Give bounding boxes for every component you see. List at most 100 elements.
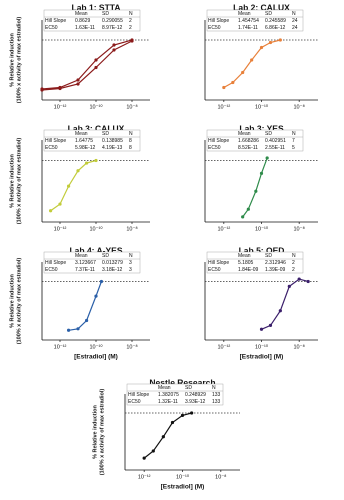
table-cell: Hill Slope xyxy=(128,392,149,398)
table-header: N xyxy=(129,253,133,259)
table-cell: 2 xyxy=(129,25,132,31)
table-cell: Hill Slope xyxy=(45,260,66,266)
table-cell: 1.63E-11 xyxy=(75,25,95,31)
data-point xyxy=(84,318,89,323)
table-header: N xyxy=(292,131,296,137)
x-tick-label: 10⁻¹² xyxy=(138,474,151,480)
table-header: Mean xyxy=(238,131,251,137)
table-cell: 7 xyxy=(292,138,295,144)
data-point xyxy=(48,209,53,213)
table-header: N xyxy=(212,385,216,391)
data-point xyxy=(66,328,71,332)
data-point xyxy=(66,184,71,188)
panel-title: Lab 4: A-YES xyxy=(69,245,122,255)
table-header: SD xyxy=(265,11,272,17)
table-cell: 24 xyxy=(292,18,298,24)
data-point xyxy=(259,327,264,331)
table-cell: 2 xyxy=(129,18,132,24)
curve xyxy=(242,157,268,218)
table-cell: 1.39E-09 xyxy=(265,267,286,273)
panel-title: Lab 3: YES xyxy=(239,123,284,133)
table-cell: 6.86E-12 xyxy=(265,25,286,31)
data-point xyxy=(222,85,226,90)
data-point xyxy=(259,171,264,175)
data-point xyxy=(112,43,116,47)
table-cell: 7.37E-11 xyxy=(75,267,95,273)
table-cell: 1.84E-09 xyxy=(238,267,259,273)
panel-title: Lab 5: OED xyxy=(239,245,285,255)
table-cell: 2 xyxy=(292,267,295,273)
table-cell: 5.98E-12 xyxy=(75,145,96,151)
table-cell: 4.19E-13 xyxy=(102,145,123,151)
x-tick-label: 10⁻¹⁰ xyxy=(255,343,269,350)
data-point xyxy=(151,449,155,453)
data-point xyxy=(170,420,175,425)
y-axis-label: % Relative induction xyxy=(9,273,15,327)
table-cell: Hill Slope xyxy=(208,18,229,24)
table-header: N xyxy=(292,11,296,17)
data-point xyxy=(278,38,282,42)
x-tick-label: 10⁻¹² xyxy=(54,344,67,350)
table-header: N xyxy=(292,253,296,259)
data-point xyxy=(142,456,146,460)
table-cell: 3.18E-12 xyxy=(102,267,123,273)
curve xyxy=(143,412,192,459)
y-axis-label: % Relative induction xyxy=(9,153,15,207)
y-axis-label: % Relative induction xyxy=(92,404,98,458)
curve xyxy=(223,39,281,89)
x-tick-label: 10⁻¹⁰ xyxy=(89,225,103,232)
table-cell: Hill Slope xyxy=(45,138,66,144)
data-point xyxy=(278,309,282,313)
x-tick-label: 10⁻¹⁰ xyxy=(255,103,269,110)
data-point xyxy=(94,58,98,62)
x-tick-label: 10⁻⁸ xyxy=(293,343,304,350)
table-cell: 0.138985 xyxy=(102,138,123,144)
x-axis-label: [Estradiol] (M) xyxy=(74,354,118,361)
data-point xyxy=(306,279,310,284)
data-point xyxy=(231,80,235,85)
table-cell: 8.97E-12 xyxy=(102,25,123,31)
data-point xyxy=(40,88,44,92)
table-cell: 0.402951 xyxy=(265,138,286,144)
table-cell: Hill Slope xyxy=(45,18,66,24)
data-point xyxy=(112,48,116,52)
table-cell: EC50 xyxy=(45,145,58,151)
x-tick-label: 10⁻⁸ xyxy=(126,103,137,110)
data-point xyxy=(58,86,62,91)
table-header: Mean xyxy=(75,253,88,259)
table-cell: 8.52E-11 xyxy=(238,145,258,151)
table-cell: 0.290055 xyxy=(102,18,123,24)
panel-title: Nestle Research xyxy=(149,377,215,387)
x-tick-label: 10⁻⁸ xyxy=(215,473,226,480)
y-axis-label: (100% x activity of max estradiol) xyxy=(99,389,105,476)
table-header: SD xyxy=(102,253,109,259)
data-point xyxy=(190,411,194,415)
y-axis-label: (100% x activity of max estradiol) xyxy=(16,138,22,225)
table-cell: EC50 xyxy=(208,25,221,31)
y-axis-label: % Relative induction xyxy=(9,32,15,86)
table-cell: EC50 xyxy=(208,145,221,151)
table-header: Mean xyxy=(75,11,88,17)
curve xyxy=(68,281,102,331)
table-cell: 1.382075 xyxy=(158,392,179,398)
curve xyxy=(261,278,309,330)
data-point xyxy=(254,189,258,193)
x-tick-label: 10⁻¹⁰ xyxy=(89,103,103,110)
data-point xyxy=(84,161,89,165)
stats-table xyxy=(126,383,224,406)
stats-table xyxy=(43,9,141,32)
x-tick-label: 10⁻¹⁰ xyxy=(176,473,190,480)
panel-title: Lab 2: CALUX xyxy=(233,2,290,12)
data-point xyxy=(94,65,98,70)
table-cell: EC50 xyxy=(45,25,58,31)
x-tick-label: 10⁻⁸ xyxy=(126,343,137,350)
x-tick-label: 10⁻¹² xyxy=(217,104,230,110)
table-cell: 5 xyxy=(292,145,295,151)
table-cell: EC50 xyxy=(208,267,221,273)
stats-table xyxy=(206,251,304,274)
table-cell: 8 xyxy=(129,138,132,144)
table-header: SD xyxy=(265,253,272,259)
stats-table xyxy=(43,129,141,152)
data-point xyxy=(94,158,98,163)
